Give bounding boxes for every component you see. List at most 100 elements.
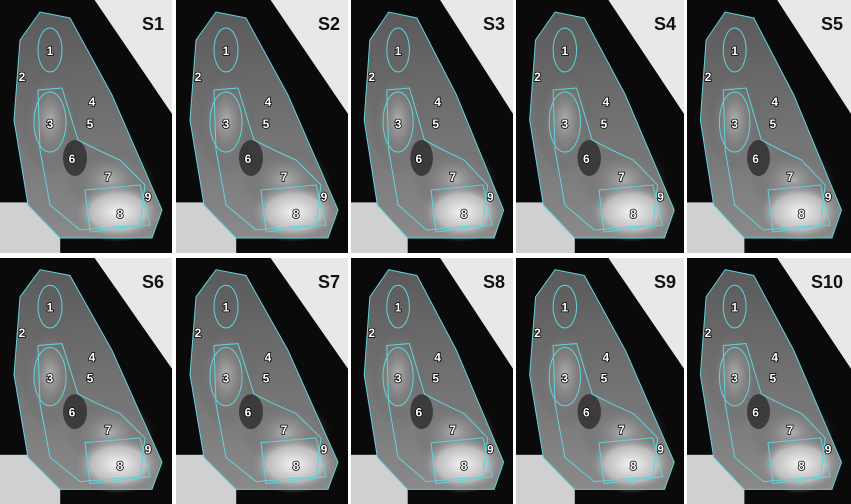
- figure: 1 2 3 4 5 6 7 8 9 S1 1 2 3 4 5 6 7 8 9 S2 1 2 3 4 5 6 7 8 9 S3 1 2 3 4 5 6 7…: [0, 0, 851, 504]
- region-label: 2: [534, 70, 541, 84]
- panel-label: S7: [318, 272, 340, 292]
- panel-label: S10: [811, 272, 843, 292]
- region-label: 9: [487, 190, 494, 204]
- region-label: 6: [415, 152, 422, 166]
- region-label: 6: [245, 406, 252, 420]
- region-label: 2: [705, 326, 712, 340]
- region-label: 4: [434, 95, 441, 109]
- region-label: 7: [618, 170, 625, 184]
- image-panel: 123456789S9: [516, 258, 684, 504]
- region-label: 5: [432, 372, 439, 386]
- region-label: 2: [705, 70, 712, 84]
- region-label: 8: [461, 459, 468, 473]
- region-label: 4: [771, 95, 778, 109]
- region-label: 1: [561, 44, 568, 58]
- region-label: 4: [89, 95, 96, 109]
- region-label: 9: [825, 443, 832, 457]
- panel-label: S4: [654, 14, 676, 34]
- region-label: 8: [117, 459, 124, 473]
- region-label: 5: [263, 372, 270, 386]
- image-panel: 1 2 3 4 5 6 7 8 9 S8: [351, 258, 513, 504]
- region-label: 1: [47, 301, 54, 315]
- region-label: 8: [630, 459, 637, 473]
- region-label: 6: [245, 152, 252, 166]
- region-label: 6: [415, 406, 422, 420]
- region-label: 7: [787, 170, 794, 184]
- region-label: 9: [145, 443, 152, 457]
- region-label: 2: [19, 70, 26, 84]
- region-label: 8: [293, 207, 300, 221]
- region-label: 8: [630, 207, 637, 221]
- image-panel: 1 2 3 4 5 6 7 8 9 S10: [687, 258, 851, 504]
- region-label: 7: [449, 170, 456, 184]
- region-label: 5: [87, 117, 94, 131]
- region-label: 6: [583, 152, 590, 166]
- region-label: 9: [487, 443, 494, 457]
- region-label: 3: [731, 372, 738, 386]
- region-label: 1: [731, 44, 738, 58]
- region-label: 1: [47, 44, 54, 58]
- region-label: 1: [731, 301, 738, 315]
- region-label: 3: [223, 372, 230, 386]
- region-label: 8: [461, 207, 468, 221]
- region-label: 5: [769, 372, 776, 386]
- region-label: 7: [787, 423, 794, 437]
- region-label: 9: [321, 190, 328, 204]
- region-label: 4: [603, 95, 610, 109]
- region-label: 5: [263, 117, 270, 131]
- region-label: 6: [583, 406, 590, 420]
- image-panel: 1 2 3 4 5 6 7 8 9 S4: [516, 0, 684, 253]
- panel-label: S6: [142, 272, 164, 292]
- region-label: 2: [368, 70, 375, 84]
- region-label: 9: [321, 443, 328, 457]
- region-label: 2: [368, 326, 375, 340]
- region-label: 4: [771, 350, 778, 364]
- region-label: 9: [825, 190, 832, 204]
- region-label: 2: [534, 326, 541, 340]
- region-label: 3: [395, 117, 402, 131]
- panel-label: S3: [483, 14, 505, 34]
- region-label: 6: [752, 406, 759, 420]
- region-label: 5: [432, 117, 439, 131]
- region-label: 6: [752, 152, 759, 166]
- region-label: 4: [265, 95, 272, 109]
- panel-label: S9: [654, 272, 676, 292]
- region-label: 7: [449, 423, 456, 437]
- panel-label: S8: [483, 272, 505, 292]
- region-label: 5: [601, 372, 608, 386]
- panel-label: S1: [142, 14, 164, 34]
- region-label: 4: [434, 350, 441, 364]
- region-label: 3: [47, 372, 54, 386]
- region-label: 4: [603, 350, 610, 364]
- region-label: 2: [19, 326, 26, 340]
- region-label: 2: [195, 70, 202, 84]
- region-label: 8: [798, 207, 805, 221]
- image-panel: 123456789S2: [176, 0, 348, 253]
- region-label: 4: [265, 350, 272, 364]
- region-label: 9: [657, 190, 664, 204]
- region-label: 1: [395, 301, 402, 315]
- region-label: 1: [395, 44, 402, 58]
- region-label: 5: [601, 117, 608, 131]
- image-panel: 123456789S6: [0, 258, 172, 504]
- panel-label: S2: [318, 14, 340, 34]
- region-label: 6: [69, 406, 76, 420]
- region-label: 9: [657, 443, 664, 457]
- page: 1 2 3 4 5 6 7 8 9 S1 1 2 3 4 5 6 7 8 9 S2 1 2 3 4 5 6 7 8 9 S3 1 2 3 4 5 6 7…: [0, 0, 851, 504]
- region-label: 6: [69, 152, 76, 166]
- region-label: 3: [47, 117, 54, 131]
- region-label: 3: [223, 117, 230, 131]
- region-label: 8: [798, 459, 805, 473]
- region-label: 1: [223, 44, 230, 58]
- region-label: 2: [195, 326, 202, 340]
- region-label: 7: [105, 170, 112, 184]
- region-label: 3: [561, 117, 568, 131]
- region-label: 7: [618, 423, 625, 437]
- panel-label: S5: [821, 14, 843, 34]
- region-label: 3: [395, 372, 402, 386]
- region-label: 5: [769, 117, 776, 131]
- region-label: 1: [223, 301, 230, 315]
- region-label: 8: [293, 459, 300, 473]
